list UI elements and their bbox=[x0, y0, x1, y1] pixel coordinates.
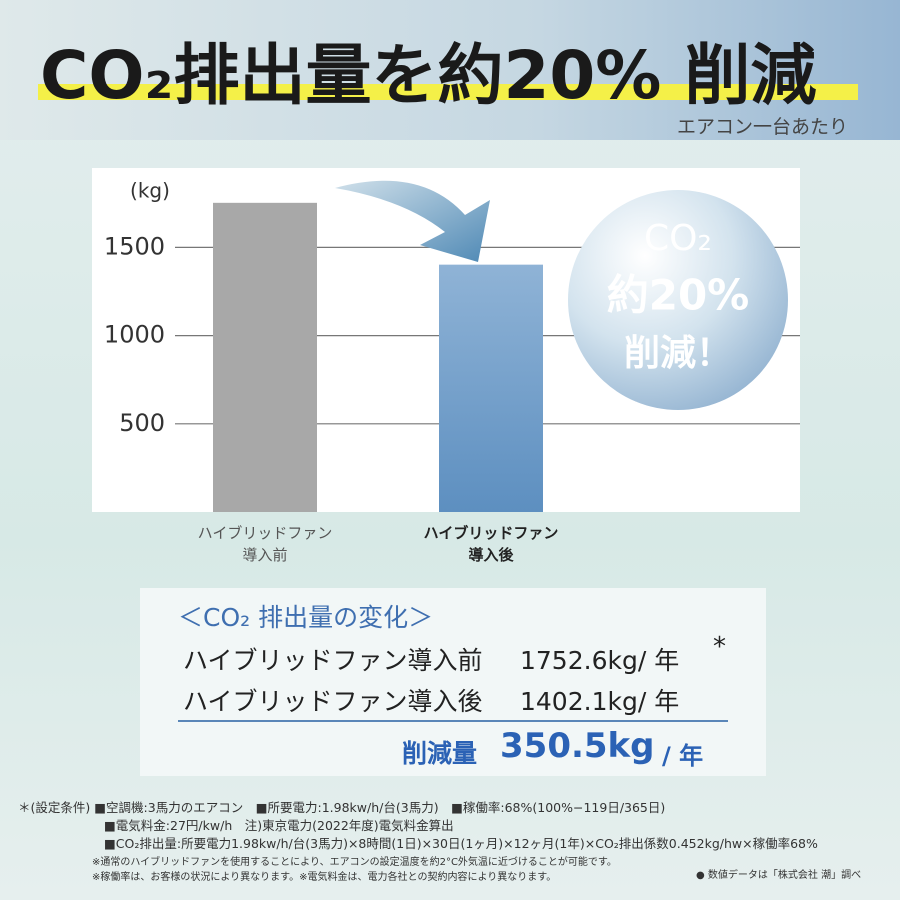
chart: 500 1000 1500 CO₂ 約20% 削減！ (kg) bbox=[103, 178, 800, 513]
bar bbox=[439, 264, 543, 512]
row-value: 1752.6kg/ 年 bbox=[520, 646, 680, 675]
y-axis-label: (kg) bbox=[130, 179, 170, 203]
reduction-value: 350.5kg bbox=[500, 726, 655, 766]
summary-box bbox=[140, 588, 766, 776]
badge-line: 削減！ bbox=[624, 333, 732, 374]
bar bbox=[213, 202, 317, 513]
badge-line: CO₂ bbox=[644, 218, 712, 259]
highlight bbox=[38, 84, 858, 100]
header-band bbox=[0, 0, 900, 140]
note: ※通常のハイブリッドファンを使用することにより、エアコンの設定温度を約2°C外気… bbox=[92, 857, 617, 868]
row-label: ハイブリッドファン導入後 bbox=[183, 687, 483, 716]
subtitle: エアコン一台あたり bbox=[676, 116, 848, 138]
x-tick-label: ハイブリッドファン 導入後 bbox=[423, 524, 559, 564]
note: ■CO₂排出量:所要電力1.98kw/h/台(3馬力)×8時間(1日)×30日(… bbox=[104, 836, 818, 851]
x-tick-label: ハイブリッドファン 導入前 bbox=[197, 524, 333, 564]
y-tick-label: 500 bbox=[119, 409, 165, 437]
source: ● 数値データは「株式会社 潮」調べ bbox=[696, 870, 862, 881]
y-tick-label: 1000 bbox=[104, 321, 165, 349]
y-tick-label: 1500 bbox=[104, 232, 165, 260]
note: ■電気料金:27円/kw/h 注)東京電力(2022年度)電気料金算出 bbox=[104, 818, 454, 833]
row-label: ハイブリッドファン導入前 bbox=[183, 646, 483, 675]
badge-line: 約20% bbox=[607, 271, 750, 320]
reduction-label: 削減量 bbox=[402, 739, 478, 768]
footnote-mark: * bbox=[713, 632, 726, 662]
arrow bbox=[335, 180, 490, 262]
row-value: 1402.1kg/ 年 bbox=[520, 687, 680, 716]
divider bbox=[178, 720, 728, 722]
title: CO₂排出量を約20% 削減 bbox=[40, 37, 817, 114]
badge bbox=[568, 190, 788, 410]
note: ＊(設定条件) ■空調機:3馬力のエアコン ■所要電力:1.98kw/h/台(3… bbox=[18, 800, 666, 815]
reduction-unit: / 年 bbox=[662, 742, 704, 770]
note: ※稼働率は、お客様の状況により異なります。※電気料金は、電力各社との契約内容によ… bbox=[92, 872, 557, 883]
summary-heading: ＜CO₂ 排出量の変化＞ bbox=[178, 603, 434, 632]
